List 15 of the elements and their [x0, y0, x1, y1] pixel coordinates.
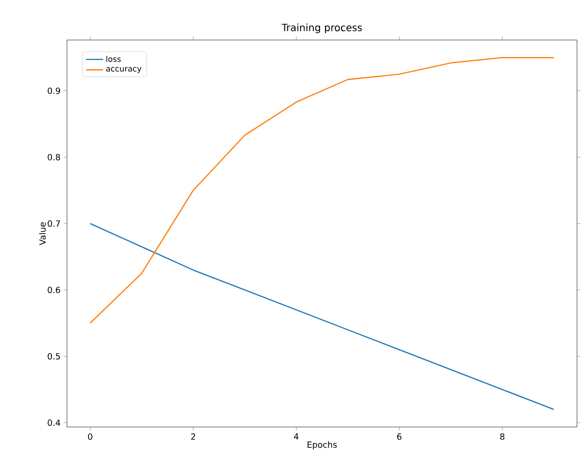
- y-axis-title: Value: [39, 222, 46, 246]
- y-tick-label: 0.7: [48, 220, 60, 227]
- line-series: [90, 56, 554, 324]
- x-tick-label: 0: [88, 433, 92, 440]
- x-tick-label: 8: [500, 433, 504, 440]
- y-tick-label: 0.6: [48, 286, 60, 294]
- y-tick-label: 0.4: [48, 419, 60, 426]
- x-axis-title: Epochs: [308, 441, 337, 450]
- y-tick-label: 0.5: [48, 353, 60, 360]
- chart-title: Training process: [282, 24, 362, 34]
- x-tick-label: 6: [397, 433, 402, 440]
- y-tick-label: 0.8: [48, 154, 60, 160]
- x-tick-label: 4: [294, 433, 298, 440]
- x-tick-label: 2: [191, 433, 196, 440]
- y-tick-label: 0.9: [48, 88, 60, 94]
